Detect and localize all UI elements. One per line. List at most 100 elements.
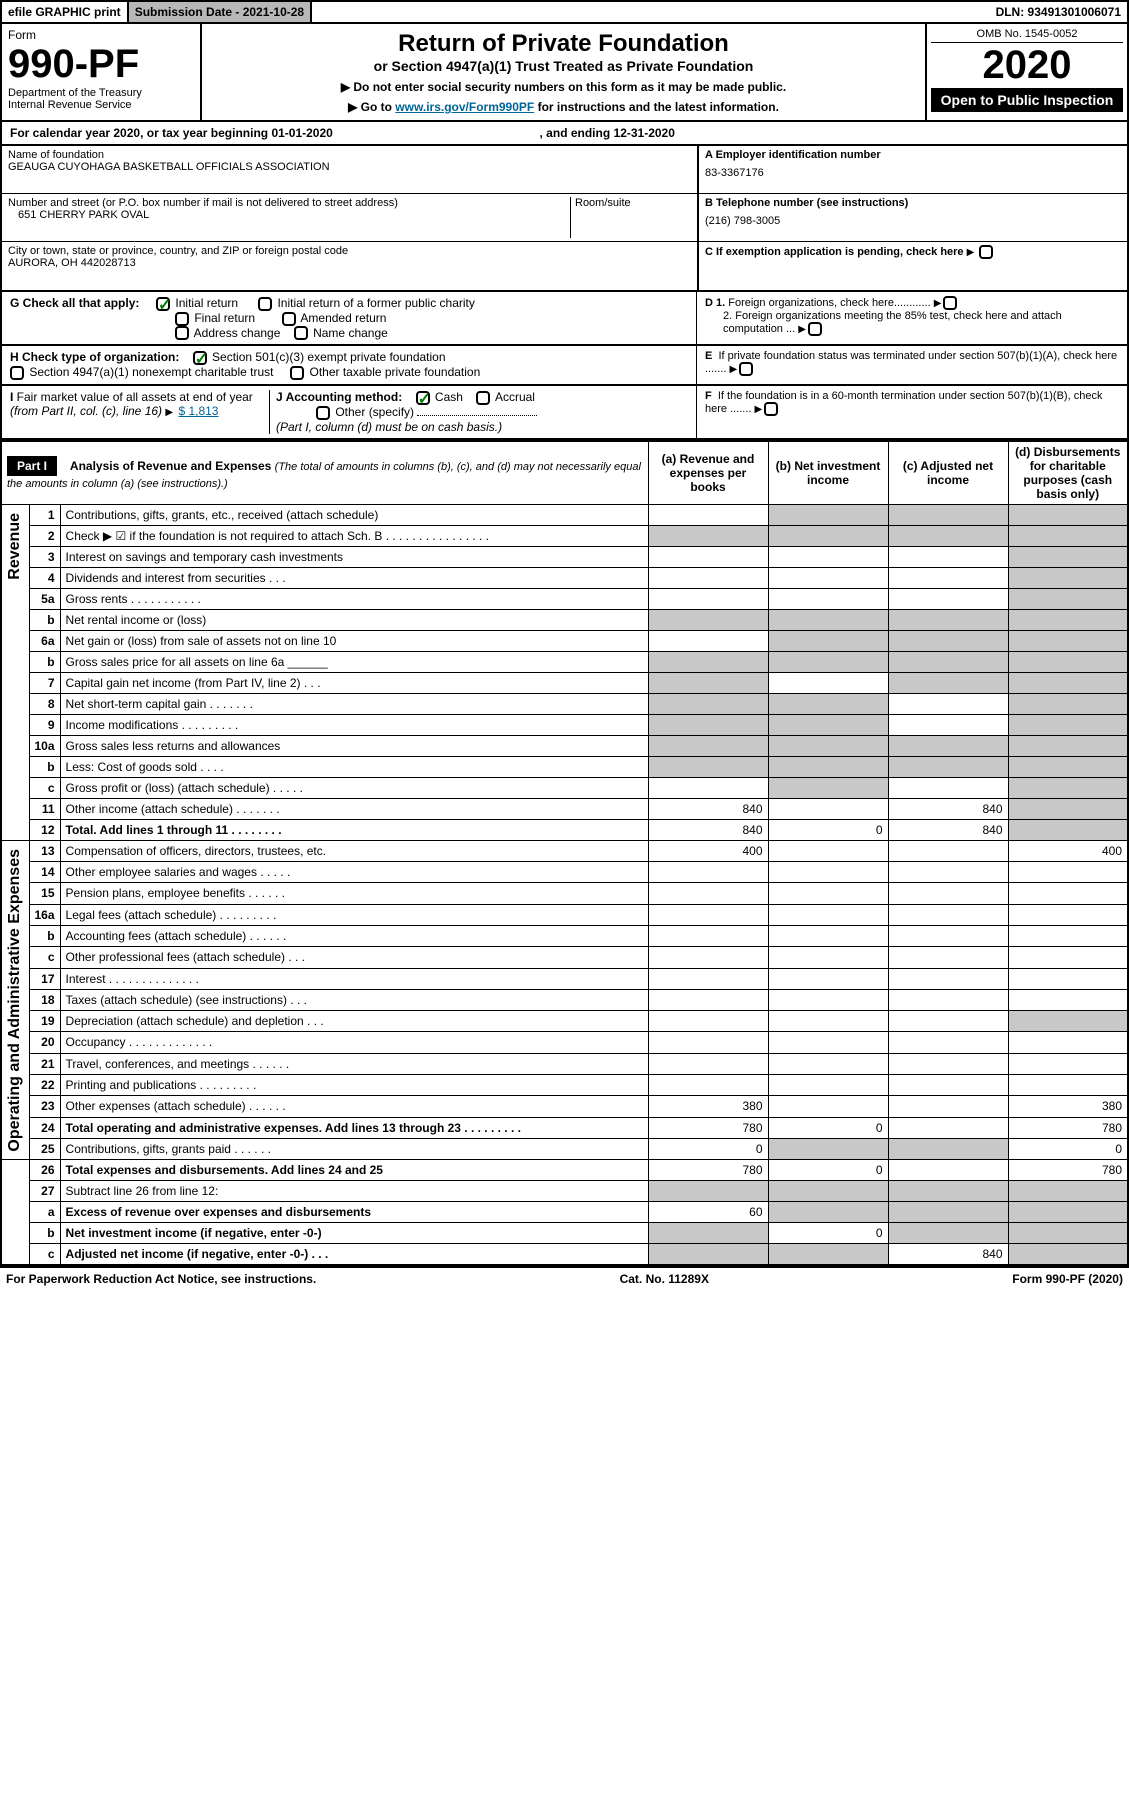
value-cell-a (648, 504, 768, 525)
cash-checkbox[interactable] (416, 391, 430, 405)
line-description: Less: Cost of goods sold . . . . (60, 756, 648, 777)
header-right: OMB No. 1545-0052 2020 Open to Public In… (927, 24, 1127, 120)
table-row: 9Income modifications . . . . . . . . . (1, 714, 1128, 735)
value-cell-a (648, 1053, 768, 1074)
footer-mid: Cat. No. 11289X (620, 1272, 709, 1286)
e-checkbox[interactable] (739, 362, 753, 376)
value-cell-b (768, 1075, 888, 1096)
line-number: 7 (29, 672, 60, 693)
table-row: 2Check ▶ ☑ if the foundation is not requ… (1, 525, 1128, 546)
line-number: 21 (29, 1053, 60, 1074)
foundation-name-cell: Name of foundation GEAUGA CUYOHAGA BASKE… (2, 146, 697, 194)
value-cell-b (768, 1244, 888, 1266)
value-cell-c (888, 904, 1008, 925)
value-cell-d (1008, 968, 1128, 989)
line-description: Legal fees (attach schedule) . . . . . .… (60, 904, 648, 925)
line-description: Gross profit or (loss) (attach schedule)… (60, 777, 648, 798)
line-number: 11 (29, 798, 60, 819)
table-row: aExcess of revenue over expenses and dis… (1, 1202, 1128, 1223)
value-cell-c (888, 735, 1008, 756)
name-change-checkbox[interactable] (294, 326, 308, 340)
g-block: G Check all that apply: Initial return I… (2, 292, 697, 344)
line-description: Other expenses (attach schedule) . . . .… (60, 1096, 648, 1117)
value-cell-d (1008, 735, 1128, 756)
value-cell-c: 840 (888, 819, 1008, 840)
line-description: Pension plans, employee benefits . . . .… (60, 883, 648, 904)
initial-former-checkbox[interactable] (258, 297, 272, 311)
value-cell-d (1008, 672, 1128, 693)
phone-value: (216) 798-3005 (705, 215, 1121, 227)
table-row: bNet investment income (if negative, ent… (1, 1223, 1128, 1244)
table-row: 19Depreciation (attach schedule) and dep… (1, 1011, 1128, 1032)
line-number: 18 (29, 989, 60, 1010)
value-cell-c (888, 1160, 1008, 1181)
value-cell-b (768, 525, 888, 546)
value-cell-b (768, 693, 888, 714)
d2-checkbox[interactable] (808, 322, 822, 336)
c-checkbox[interactable] (979, 245, 993, 259)
form-header: Form 990-PF Department of the Treasury I… (0, 24, 1129, 122)
arrow-icon (165, 404, 175, 418)
foundation-name: GEAUGA CUYOHAGA BASKETBALL OFFICIALS ASS… (8, 161, 691, 173)
arrow-icon (798, 323, 808, 335)
amended-return-label: Amended return (300, 311, 386, 325)
line-description: Check ▶ ☑ if the foundation is not requi… (60, 525, 648, 546)
address-change-checkbox[interactable] (175, 326, 189, 340)
value-cell-c (888, 672, 1008, 693)
h-block: H Check type of organization: Section 50… (2, 346, 697, 384)
form-note2: ▶ Go to www.irs.gov/Form990PF for instru… (208, 100, 919, 114)
line-description: Contributions, gifts, grants paid . . . … (60, 1138, 648, 1159)
value-cell-d (1008, 1075, 1128, 1096)
d1-checkbox[interactable] (943, 296, 957, 310)
value-cell-c (888, 714, 1008, 735)
form-subtitle: or Section 4947(a)(1) Trust Treated as P… (208, 58, 919, 74)
line-number: 5a (29, 588, 60, 609)
value-cell-a (648, 735, 768, 756)
addr-label: Number and street (or P.O. box number if… (8, 197, 566, 209)
accrual-checkbox[interactable] (476, 391, 490, 405)
col-d-header: (d) Disbursements for charitable purpose… (1008, 441, 1128, 505)
value-cell-b (768, 504, 888, 525)
4947-checkbox[interactable] (10, 366, 24, 380)
footer-right: Form 990-PF (2020) (1012, 1272, 1123, 1286)
form-title: Return of Private Foundation (208, 30, 919, 58)
other-specify-line (417, 415, 537, 416)
fmv-link[interactable]: $ 1,813 (178, 404, 218, 418)
other-method-checkbox[interactable] (316, 406, 330, 420)
value-cell-a (648, 714, 768, 735)
initial-return-checkbox[interactable] (156, 297, 170, 311)
table-row: 23Other expenses (attach schedule) . . .… (1, 1096, 1128, 1117)
501c3-checkbox[interactable] (193, 351, 207, 365)
line-number: b (29, 651, 60, 672)
value-cell-d (1008, 925, 1128, 946)
other-taxable-checkbox[interactable] (290, 366, 304, 380)
line-description: Total operating and administrative expen… (60, 1117, 648, 1138)
final-return-label: Final return (194, 311, 255, 325)
accrual-label: Accrual (495, 390, 535, 404)
value-cell-d (1008, 693, 1128, 714)
value-cell-c (888, 609, 1008, 630)
line-number: c (29, 947, 60, 968)
table-row: 5aGross rents . . . . . . . . . . . (1, 588, 1128, 609)
table-row: 4Dividends and interest from securities … (1, 567, 1128, 588)
value-cell-b (768, 630, 888, 651)
line-description: Adjusted net income (if negative, enter … (60, 1244, 648, 1266)
value-cell-b (768, 588, 888, 609)
f-checkbox[interactable] (764, 402, 778, 416)
form990pf-link[interactable]: www.irs.gov/Form990PF (395, 100, 534, 114)
amended-return-checkbox[interactable] (282, 312, 296, 326)
value-cell-a (648, 1223, 768, 1244)
value-cell-b (768, 651, 888, 672)
value-cell-b (768, 1053, 888, 1074)
value-cell-a (648, 947, 768, 968)
city-cell: City or town, state or province, country… (2, 242, 697, 290)
d-block: D 1. D 1. Foreign organizations, check h… (697, 292, 1127, 344)
line-description: Subtract line 26 from line 12: (60, 1181, 648, 1202)
table-row: cGross profit or (loss) (attach schedule… (1, 777, 1128, 798)
table-row: 21Travel, conferences, and meetings . . … (1, 1053, 1128, 1074)
header-mid: Return of Private Foundation or Section … (202, 24, 927, 120)
dln: DLN: 93491301006071 (990, 2, 1127, 22)
final-return-checkbox[interactable] (175, 312, 189, 326)
value-cell-b (768, 883, 888, 904)
line-number: 1 (29, 504, 60, 525)
